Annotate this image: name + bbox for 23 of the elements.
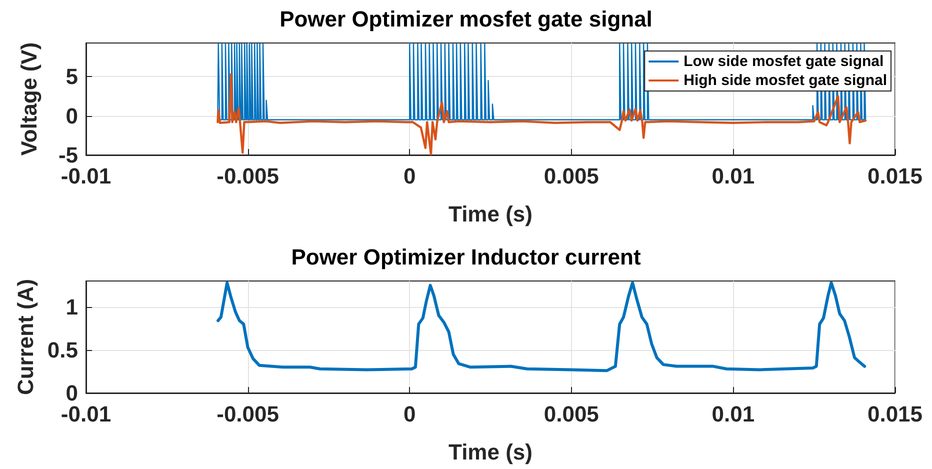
y-tick-label: 5 <box>66 64 78 90</box>
x-tick-label: 0.005 <box>544 402 599 426</box>
y-tick-label: 1 <box>66 294 78 320</box>
x-tick-label: -0.005 <box>216 402 279 426</box>
x-tick-label: 0.015 <box>867 402 923 426</box>
chart-title: Power Optimizer mosfet gate signal <box>280 6 652 32</box>
x-tick-label: 0.015 <box>867 164 923 188</box>
x-axis-title: Time (s) <box>448 440 532 464</box>
x-tick-label: 0 <box>403 402 416 426</box>
y-tick-label: 0 <box>66 103 78 128</box>
x-tick-label: 0.005 <box>544 164 599 188</box>
x-tick-label: 0 <box>403 164 416 188</box>
x-tick-label: 0.01 <box>712 164 755 188</box>
line-series <box>216 281 866 372</box>
chart-title: Power Optimizer Inductor current <box>291 244 642 270</box>
y-tick-label: 0.5 <box>47 337 78 362</box>
x-axis-title: Time (s) <box>448 202 532 226</box>
x-tick-label: -0.005 <box>216 164 279 188</box>
y-axis-title: Voltage (V) <box>16 42 42 156</box>
x-tick-label: 0.01 <box>712 402 755 426</box>
legend-label: Low side mosfet gate signal <box>684 53 884 70</box>
legend-label: High side mosfet gate signal <box>684 72 888 89</box>
y-axis-title: Current (A) <box>13 278 38 396</box>
